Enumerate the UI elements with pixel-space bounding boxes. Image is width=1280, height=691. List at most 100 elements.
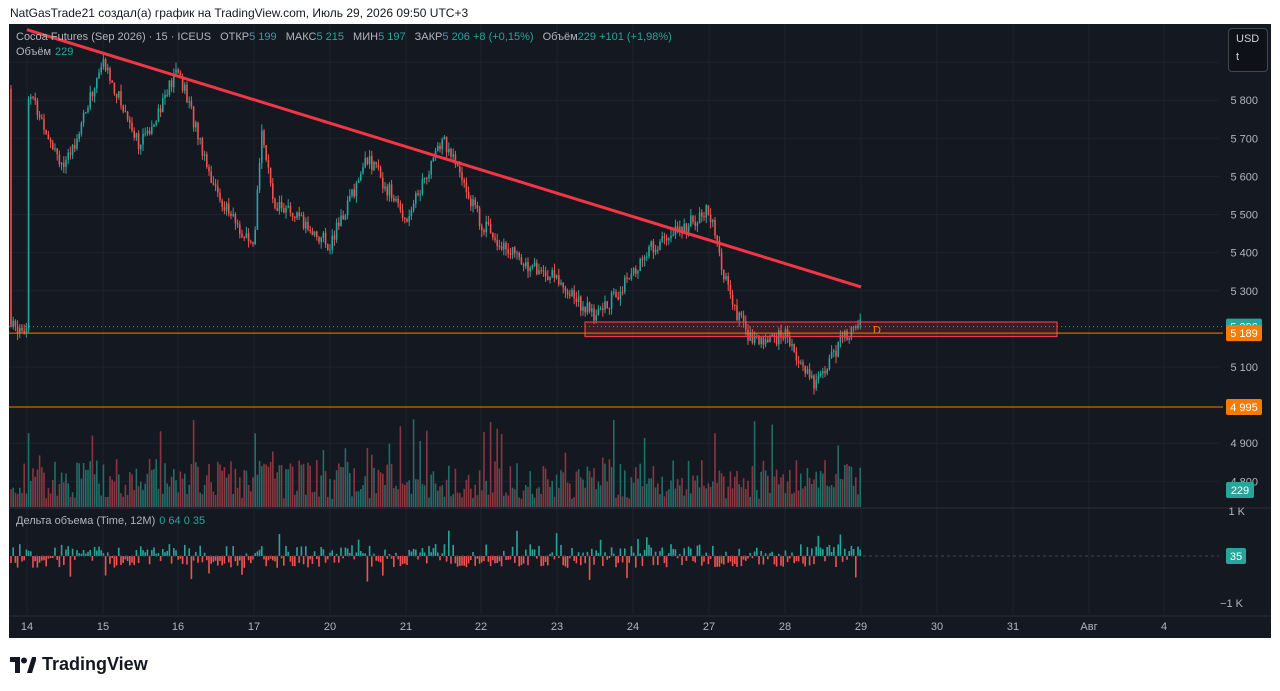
delta-bar <box>179 556 182 559</box>
delta-bar <box>296 547 298 556</box>
volume-bar <box>267 466 270 507</box>
delta-bar <box>703 556 705 562</box>
volume-bar <box>14 492 17 507</box>
delta-bar <box>610 547 613 556</box>
delta-bar <box>135 550 138 556</box>
delta-bar <box>481 556 483 563</box>
delta-bar <box>619 548 622 556</box>
volume-bar <box>67 483 69 507</box>
delta-bar <box>111 556 113 559</box>
delta-bar <box>313 551 316 556</box>
candle-body <box>844 330 846 338</box>
candles-group <box>10 52 861 395</box>
delta-bar <box>632 552 635 556</box>
candle-body <box>643 257 646 261</box>
volume-bar <box>80 478 83 507</box>
candle-body <box>692 215 694 222</box>
currency-unit-button[interactable]: USD t <box>1228 28 1268 72</box>
candle-body <box>459 166 461 173</box>
candle-body <box>463 180 465 183</box>
delta-bar <box>808 556 811 566</box>
volume-bar <box>404 484 406 507</box>
delta-bar <box>476 556 479 559</box>
x-tick-label: 16 <box>172 621 184 633</box>
tradingview-brand[interactable]: TradingView <box>10 654 148 675</box>
volume-bar <box>811 484 813 507</box>
volume-bar <box>214 495 217 507</box>
volume-bar <box>852 485 855 507</box>
delta-bar <box>223 556 226 564</box>
delta-bar <box>221 556 223 566</box>
candle-body <box>36 100 39 116</box>
volume-bar <box>683 495 685 507</box>
volume-bar <box>844 465 846 507</box>
candle-body <box>652 241 655 253</box>
delta-bar <box>804 556 806 567</box>
candle-body <box>833 350 835 352</box>
candle-body <box>311 230 314 236</box>
candle-body <box>404 218 406 220</box>
volume-bar <box>637 478 639 507</box>
candle-body <box>122 105 124 112</box>
x-tick-label: 24 <box>627 621 639 633</box>
candle-body <box>533 262 536 266</box>
candle-body <box>203 154 206 156</box>
volume-bar <box>423 485 426 507</box>
delta-bar <box>641 556 644 567</box>
candle-body <box>423 177 426 180</box>
candle-body <box>126 111 129 120</box>
delta-bar <box>423 552 426 556</box>
candle-body <box>261 130 263 164</box>
volume-bar <box>63 482 65 507</box>
delta-bar <box>582 552 584 556</box>
candle-body <box>723 269 725 280</box>
candle-body <box>155 121 157 125</box>
candle-body <box>313 231 316 236</box>
volume-bar <box>505 492 507 507</box>
delta-bar <box>208 556 210 574</box>
delta-bar <box>133 556 135 565</box>
candle-body <box>553 270 556 279</box>
volume-bar <box>694 480 696 507</box>
candle-body <box>206 154 208 168</box>
volume-bar <box>646 483 648 507</box>
volume-bar <box>78 463 80 507</box>
candle-body <box>536 262 538 274</box>
candle-body <box>511 247 514 255</box>
candle-body <box>516 252 518 254</box>
delta-bar <box>239 556 241 561</box>
volume-bar <box>448 465 450 507</box>
delta-bar <box>16 556 19 568</box>
volume-bar <box>855 477 857 507</box>
delta-bar <box>707 556 710 565</box>
resistance-trendline <box>26 28 862 289</box>
delta-bar <box>131 556 133 563</box>
delta-bar <box>170 556 173 564</box>
candle-body <box>241 233 243 238</box>
delta-bar <box>676 556 679 559</box>
candle-body <box>399 203 402 211</box>
delta-bar <box>857 546 859 556</box>
delta-bar <box>569 556 571 559</box>
delta-bar <box>487 556 490 562</box>
delta-bar <box>731 556 734 567</box>
delta-bar <box>382 556 384 576</box>
volume-bar <box>157 488 160 507</box>
candle-body <box>467 191 470 199</box>
candle-body <box>518 252 520 258</box>
volume-bar <box>52 479 54 507</box>
volume-bar <box>690 493 692 507</box>
candle-body <box>140 144 142 150</box>
delta-bar <box>91 556 94 561</box>
delta-bar <box>742 556 745 560</box>
volume-bar <box>736 470 738 507</box>
volume-bar <box>762 460 765 507</box>
volume-bar <box>632 482 635 507</box>
volume-bar <box>362 485 364 507</box>
delta-bar <box>201 556 204 563</box>
delta-bar <box>503 550 505 556</box>
x-tick-label: 29 <box>855 621 867 633</box>
candle-body <box>672 235 674 237</box>
